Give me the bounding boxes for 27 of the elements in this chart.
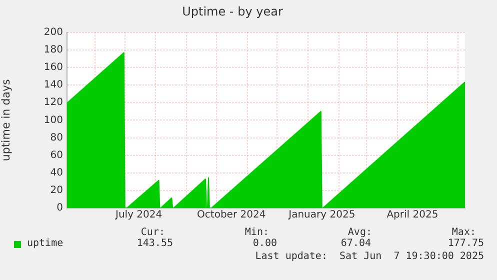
y-tick-label: 160 xyxy=(44,62,63,74)
text: 0.00 xyxy=(252,238,277,250)
y-axis-title: uptime in days xyxy=(0,79,12,162)
x-tick-label: April 2025 xyxy=(386,210,438,221)
y-tick-label: 60 xyxy=(50,150,63,161)
y-tick-label: 120 xyxy=(44,97,63,108)
y-tick-label: 40 xyxy=(50,167,63,178)
text: Max: xyxy=(452,227,476,238)
x-tick-label: July 2024 xyxy=(114,210,162,221)
x-tick-label: October 2024 xyxy=(197,210,266,221)
text: Min: xyxy=(244,227,269,238)
text: Avg: xyxy=(348,227,372,238)
y-tick-label: 0 xyxy=(56,202,63,214)
legend-label: uptime xyxy=(27,238,64,250)
y-tick-label: 80 xyxy=(50,132,63,144)
y-tick-label: 140 xyxy=(44,80,63,91)
y-tick-label: 100 xyxy=(44,114,63,126)
y-tick-label: 20 xyxy=(50,185,63,196)
chart-title: Uptime - by year xyxy=(182,4,283,18)
text: 177.75 xyxy=(448,238,484,250)
x-tick-label: January 2025 xyxy=(288,210,356,221)
text: 143.55 xyxy=(136,238,173,250)
text: Cur: xyxy=(140,227,165,238)
text: 67.04 xyxy=(340,238,371,250)
y-tick-label: 200 xyxy=(44,26,63,38)
text: Last update: Sat Jun 7 19:30:00 2025 xyxy=(255,251,484,263)
y-tick-label: 180 xyxy=(44,44,63,56)
